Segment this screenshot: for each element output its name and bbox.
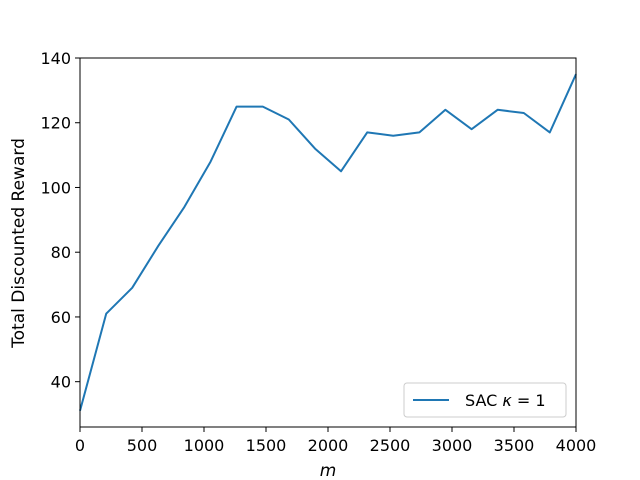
- y-axis-label: Total Discounted Reward: [9, 138, 29, 349]
- series-line: [79, 73, 577, 412]
- plot-background: [80, 58, 576, 427]
- x-tick-label: 2500: [370, 436, 411, 455]
- x-tick-label: 2000: [308, 436, 349, 455]
- x-tick-label: 1500: [246, 436, 287, 455]
- y-tick-label: 80: [51, 243, 71, 262]
- plot-area: [80, 58, 576, 427]
- y-tick-label: 40: [51, 373, 71, 392]
- y-axis-ticks: 40 60 80 100 120 140: [40, 49, 80, 392]
- plot-frame: [79, 57, 577, 428]
- legend-label-eq: = 1: [512, 391, 546, 410]
- y-tick-label: 140: [40, 49, 71, 68]
- y-tick-label: 120: [40, 114, 71, 133]
- x-tick-label: 4000: [556, 436, 597, 455]
- legend: SAC κ = 1: [403, 382, 567, 418]
- x-tick-label: 0: [75, 436, 85, 455]
- x-tick-label: 1000: [184, 436, 225, 455]
- legend-label-prefix: SAC: [465, 391, 502, 410]
- y-tick-label: 100: [40, 178, 71, 197]
- x-tick-label: 3000: [432, 436, 473, 455]
- x-axis-ticks: 0 500 1000 1500 2000 2500 3000 3500 4000: [75, 427, 596, 455]
- legend-label-kappa: κ: [502, 391, 512, 410]
- x-tick-label: 500: [127, 436, 158, 455]
- y-tick-label: 60: [51, 308, 71, 327]
- x-axis-label: m: [320, 461, 337, 480]
- legend-label: SAC κ = 1: [465, 391, 546, 410]
- series-layer: [79, 73, 577, 412]
- legend-box: [403, 382, 567, 418]
- x-tick-label: 3500: [494, 436, 535, 455]
